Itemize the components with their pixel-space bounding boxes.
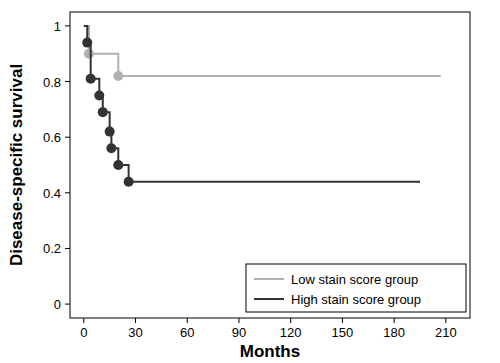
y-tick	[65, 304, 70, 305]
x-tick	[238, 318, 239, 323]
x-tick-label: 30	[128, 325, 142, 340]
x-tick	[445, 318, 446, 323]
legend-box	[246, 264, 466, 312]
x-tick-label: 150	[332, 325, 354, 340]
series-group	[82, 26, 440, 187]
censor-marker	[113, 160, 123, 170]
y-tick-label: 0.8	[43, 75, 61, 90]
censor-marker	[94, 90, 104, 100]
censor-marker	[113, 71, 123, 81]
x-tick-label: 180	[383, 325, 405, 340]
x-tick-label: 0	[80, 325, 87, 340]
x-tick	[135, 318, 136, 323]
censor-marker	[86, 74, 96, 84]
x-tick	[342, 318, 343, 323]
censor-marker	[106, 143, 116, 153]
y-tick-label: 0	[54, 297, 61, 312]
legend-swatch	[254, 278, 284, 280]
censor-marker	[84, 49, 94, 59]
y-axis-label: Disease-specific survival	[7, 64, 26, 266]
legend-swatch	[254, 298, 284, 300]
x-tick-label: 120	[280, 325, 302, 340]
chart: 0 30 60 90 120 150 180 210 0 0.2 0.4 0.6 0.8 1 Months D…	[0, 0, 500, 363]
survival-curve	[84, 26, 420, 182]
censor-marker	[124, 177, 134, 187]
survival-curve	[84, 26, 441, 76]
legend-label: Low stain score group	[291, 272, 418, 287]
y-tick	[65, 81, 70, 82]
y-tick	[65, 25, 70, 26]
y-tick-label: 0.2	[43, 241, 61, 256]
x-tick	[187, 318, 188, 323]
x-tick	[83, 318, 84, 323]
x-axis-label: Months	[240, 342, 300, 361]
censor-marker	[105, 127, 115, 137]
y-tick	[65, 248, 70, 249]
x-tick-label: 60	[180, 325, 194, 340]
x-tick	[290, 318, 291, 323]
x-tick-label: 210	[435, 325, 457, 340]
censor-marker	[98, 107, 108, 117]
y-tick-label: 1	[54, 19, 61, 34]
y-tick	[65, 192, 70, 193]
plot-frame	[70, 12, 470, 318]
x-tick-label: 90	[232, 325, 246, 340]
legend-label: High stain score group	[291, 292, 421, 307]
y-tick-label: 0.6	[43, 130, 61, 145]
censor-marker	[82, 38, 92, 48]
y-tick	[65, 137, 70, 138]
x-tick	[394, 318, 395, 323]
y-tick-label: 0.4	[43, 186, 61, 201]
